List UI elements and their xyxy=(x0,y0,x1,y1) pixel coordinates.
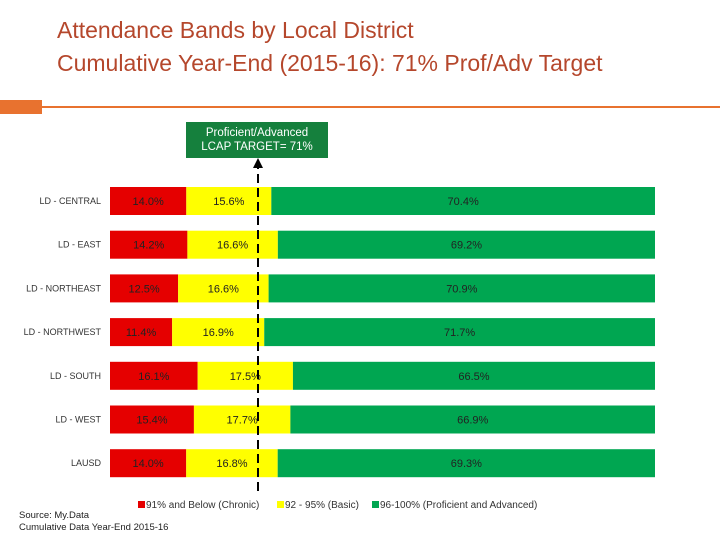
source-line-2: Cumulative Data Year-End 2015-16 xyxy=(19,522,169,533)
data-label: 17.7% xyxy=(227,415,258,427)
data-label: 12.5% xyxy=(128,283,159,295)
data-label: 15.4% xyxy=(136,415,167,427)
category-label: LD - WEST xyxy=(55,415,101,425)
data-label: 16.6% xyxy=(217,240,248,252)
category-label: LD - SOUTH xyxy=(50,371,101,381)
legend-label: 91% and Below (Chronic) xyxy=(146,500,259,511)
bar-segment xyxy=(110,361,198,390)
data-label: 15.6% xyxy=(213,196,244,208)
bar-segment xyxy=(187,230,278,259)
bar-segment xyxy=(172,318,265,347)
data-label: 70.9% xyxy=(446,283,477,295)
legend-swatch xyxy=(138,501,145,508)
bar-segment xyxy=(110,449,187,478)
bar-segment xyxy=(110,405,194,434)
bar-segment xyxy=(277,230,655,259)
data-label: 71.7% xyxy=(444,327,475,339)
legend-swatch xyxy=(277,501,284,508)
data-label: 14.0% xyxy=(133,458,164,470)
data-label: 69.3% xyxy=(451,458,482,470)
source-line-1: Source: My.Data xyxy=(19,510,90,521)
category-label: LAUSD xyxy=(71,458,102,468)
bar-segment xyxy=(264,318,655,347)
data-label: 70.4% xyxy=(448,196,479,208)
title-line-1: Attendance Bands by Local District xyxy=(57,17,414,43)
category-label: LD - NORTHEAST xyxy=(26,283,101,293)
chart-title: Attendance Bands by Local District Cumul… xyxy=(57,14,707,80)
data-label: 16.6% xyxy=(208,283,239,295)
bar-segment xyxy=(110,230,188,259)
accent-bar xyxy=(0,100,42,114)
legend-swatch xyxy=(372,501,379,508)
bar-segment xyxy=(110,274,179,303)
legend-label: 92 - 95% (Basic) xyxy=(285,500,359,511)
data-label: 11.4% xyxy=(126,327,157,339)
bar-segment xyxy=(186,449,278,478)
bar-segment xyxy=(193,405,291,434)
target-callout-line-1: Proficient/Advanced xyxy=(205,127,309,139)
accent-divider xyxy=(42,106,720,108)
bar-segment xyxy=(178,274,269,303)
data-label: 66.5% xyxy=(458,371,489,383)
legend-label: 96-100% (Proficient and Advanced) xyxy=(380,500,537,511)
bar-segment xyxy=(290,405,655,434)
data-label: 16.8% xyxy=(216,458,247,470)
category-labels-group: LD - CENTRAL LD - EAST LD - NORTHEAST LD - … xyxy=(24,196,102,468)
target-arrowhead xyxy=(253,158,263,168)
category-label: LD - NORTHWEST xyxy=(24,327,102,337)
data-label: 17.5% xyxy=(230,371,261,383)
bar-segment xyxy=(277,449,655,478)
data-label: 14.0% xyxy=(133,196,164,208)
bar-segment xyxy=(110,187,187,215)
bar-segment xyxy=(197,361,293,390)
legend-group: 91% and Below (Chronic) 92 - 95% (Basic) 9… xyxy=(138,500,537,511)
bar-segment xyxy=(110,318,173,347)
data-label: 14.2% xyxy=(133,240,164,252)
data-label: 16.9% xyxy=(203,327,234,339)
category-label: LD - CENTRAL xyxy=(39,196,101,206)
value-labels-group: 14.0% 15.6% 70.4% 14.2% 16.6% 69.2% 12.5% 16.6%… xyxy=(126,196,490,470)
bar-segment xyxy=(271,187,655,215)
source-note: Source: My.Data Cumulative Data Year-End… xyxy=(19,510,168,534)
data-label: 69.2% xyxy=(451,240,482,252)
bar-segment xyxy=(292,361,655,390)
category-label: LD - EAST xyxy=(58,240,102,250)
bar-segment xyxy=(268,274,655,303)
title-line-2: Cumulative Year-End (2015-16): 71% Prof/… xyxy=(57,50,603,76)
target-callout-line-2: LCAP TARGET= 71% xyxy=(201,141,313,153)
data-label: 16.1% xyxy=(138,371,169,383)
target-callout: Proficient/Advanced LCAP TARGET= 71% xyxy=(186,122,328,158)
bars-group xyxy=(110,187,655,478)
data-label: 66.9% xyxy=(457,415,488,427)
